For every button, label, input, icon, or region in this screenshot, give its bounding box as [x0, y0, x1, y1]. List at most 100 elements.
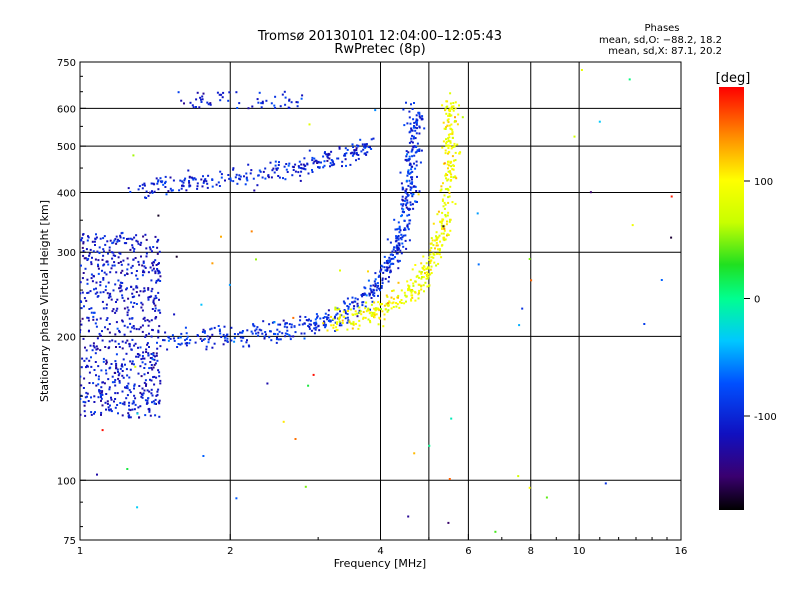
data-point: [346, 148, 349, 151]
data-point: [326, 329, 329, 332]
data-point: [447, 121, 450, 124]
data-point: [220, 235, 222, 238]
phase-stats-header: Phases: [644, 23, 679, 34]
data-point: [90, 307, 93, 310]
data-point: [115, 362, 118, 365]
data-point: [243, 175, 245, 178]
data-point: [322, 317, 325, 319]
data-point: [425, 277, 428, 280]
data-point: [96, 250, 99, 253]
data-point: [340, 324, 343, 327]
data-point: [367, 307, 370, 310]
data-point: [410, 298, 412, 301]
data-point: [221, 96, 224, 99]
data-point: [409, 278, 412, 281]
data-point: [99, 281, 102, 284]
data-point: [129, 330, 132, 333]
data-point: [87, 235, 89, 238]
data-point: [116, 368, 119, 371]
data-point: [296, 101, 299, 104]
data-point: [121, 231, 124, 234]
data-point: [154, 307, 157, 310]
data-point: [155, 352, 158, 355]
data-point: [121, 347, 124, 350]
data-point: [355, 149, 358, 151]
data-point: [285, 163, 288, 165]
data-point: [126, 268, 129, 271]
data-point: [380, 308, 382, 310]
data-point: [403, 291, 406, 294]
data-point: [180, 332, 183, 335]
data-point: [435, 231, 438, 234]
data-point: [449, 141, 452, 144]
data-point: [407, 208, 410, 210]
data-point: [308, 123, 311, 126]
data-point: [145, 247, 148, 250]
data-point: [362, 294, 365, 296]
data-point: [413, 145, 416, 148]
data-point: [373, 314, 376, 316]
data-point: [234, 176, 237, 179]
data-point: [144, 266, 147, 269]
data-point: [348, 321, 351, 324]
data-point: [135, 274, 138, 277]
data-point: [434, 247, 436, 250]
data-point: [395, 237, 398, 240]
data-point: [358, 311, 361, 314]
data-point: [211, 262, 214, 265]
data-point: [414, 167, 417, 170]
data-point: [370, 315, 373, 317]
data-point: [110, 363, 113, 365]
data-point: [150, 335, 153, 338]
data-point: [82, 254, 85, 257]
data-point: [134, 257, 137, 259]
data-point: [103, 250, 105, 253]
data-point: [412, 284, 415, 287]
data-point: [424, 272, 426, 275]
data-point: [139, 290, 142, 293]
data-point: [451, 201, 454, 204]
data-point: [202, 92, 205, 95]
data-point: [139, 405, 142, 408]
data-point: [137, 406, 140, 409]
data-point: [244, 183, 247, 186]
colorbar-tick-label: -100: [754, 412, 777, 423]
data-point: [238, 177, 240, 180]
data-point: [405, 300, 407, 303]
data-point: [155, 354, 158, 357]
data-point: [436, 244, 439, 247]
data-point: [357, 145, 360, 148]
data-point: [123, 401, 126, 404]
data-point: [373, 280, 376, 283]
data-point: [386, 310, 389, 313]
data-point: [445, 141, 448, 143]
data-point: [397, 246, 399, 249]
data-point: [108, 340, 111, 343]
data-point: [361, 295, 364, 298]
data-point: [99, 291, 102, 294]
data-point: [379, 303, 382, 306]
data-point: [108, 386, 111, 389]
data-point: [381, 310, 384, 313]
data-point: [448, 478, 451, 480]
data-point: [132, 400, 135, 403]
data-point: [384, 308, 387, 311]
data-point: [257, 174, 260, 177]
data-point: [129, 368, 132, 371]
data-point: [352, 323, 355, 326]
data-point: [149, 248, 152, 251]
data-point: [443, 162, 446, 165]
y-tick-label: 300: [57, 248, 76, 259]
data-point: [410, 127, 413, 130]
data-point: [453, 165, 455, 167]
data-point: [146, 402, 149, 405]
data-point: [122, 237, 125, 240]
x-tick-label: 4: [377, 546, 383, 557]
data-point: [123, 307, 126, 310]
data-point: [133, 344, 136, 347]
data-point: [425, 267, 428, 270]
data-point: [429, 242, 432, 245]
data-point: [411, 141, 414, 144]
data-point: [298, 160, 301, 163]
data-point: [420, 277, 423, 280]
